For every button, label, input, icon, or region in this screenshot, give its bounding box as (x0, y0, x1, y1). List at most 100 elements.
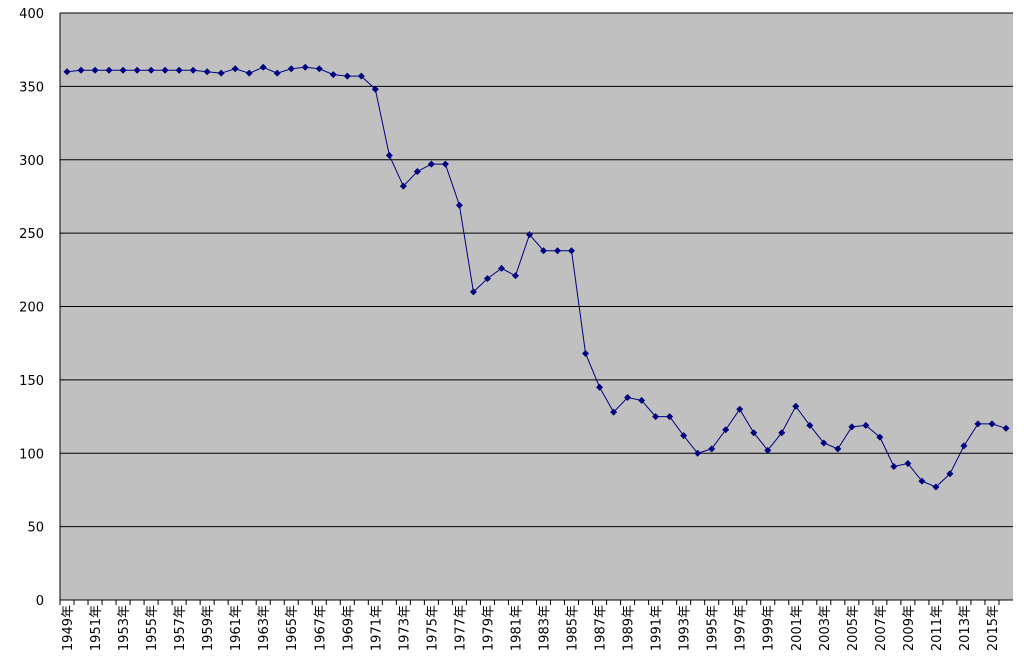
data-point (890, 462, 898, 470)
x-tick-label: 1993年 (678, 605, 693, 651)
data-point (357, 72, 365, 80)
x-tick-label: 1971年 (369, 605, 384, 651)
x-tick-label: 2003年 (818, 605, 833, 651)
data-point (694, 449, 702, 457)
data-point (988, 420, 996, 428)
x-tick-label: 2007年 (874, 605, 889, 651)
data-point (119, 66, 127, 74)
x-tick-label: 1967年 (313, 605, 328, 651)
data-point (666, 413, 674, 421)
data-point (217, 69, 225, 77)
data-point (750, 429, 758, 437)
data-point (792, 402, 800, 410)
data-point (427, 160, 435, 168)
data-point (540, 247, 548, 255)
x-tick-label: 1983年 (538, 605, 553, 651)
data-point (511, 272, 519, 280)
x-tick-label: 1951年 (89, 605, 104, 651)
x-tick-label: 1975年 (425, 605, 440, 651)
x-tick-label: 1955年 (145, 605, 160, 651)
data-point (736, 405, 744, 413)
data-point (189, 66, 197, 74)
data-point (960, 442, 968, 450)
data-point (708, 445, 716, 453)
data-point (638, 396, 646, 404)
x-tick-label: 1979年 (481, 605, 496, 651)
x-tick-label: 1961年 (229, 605, 244, 651)
data-point (175, 66, 183, 74)
data-point (287, 65, 295, 73)
y-tick-label: 200 (19, 301, 44, 316)
data-point (525, 231, 533, 239)
x-tick-label: 2005年 (846, 605, 861, 651)
data-point (469, 288, 477, 296)
data-point (834, 445, 842, 453)
data-point (918, 477, 926, 485)
data-point (946, 470, 954, 478)
x-tick-label: 2013年 (958, 605, 973, 651)
data-point (904, 460, 912, 468)
x-tick-label: 1973年 (397, 605, 412, 651)
data-point (77, 66, 85, 74)
data-point (568, 247, 576, 255)
data-point (203, 68, 211, 76)
data-point (554, 247, 562, 255)
data-point (722, 426, 730, 434)
data-point (63, 68, 71, 76)
y-tick-label: 50 (27, 521, 44, 536)
data-point (582, 349, 590, 357)
data-point (876, 433, 884, 441)
data-point (862, 421, 870, 429)
data-point (273, 69, 281, 77)
data-point (974, 420, 982, 428)
y-tick-label: 300 (19, 154, 44, 169)
y-tick-label: 0 (36, 594, 44, 609)
x-tick-label: 2015年 (986, 605, 1001, 651)
data-point (231, 65, 239, 73)
y-tick-label: 350 (19, 80, 44, 95)
data-point (764, 446, 772, 454)
data-point (105, 66, 113, 74)
data-point (624, 393, 632, 401)
data-point (483, 275, 491, 283)
data-point (441, 160, 449, 168)
x-tick-label: 1959年 (201, 605, 216, 651)
data-point (399, 182, 407, 190)
data-point (413, 167, 421, 175)
x-tick-label: 1997年 (734, 605, 749, 651)
x-tick-label: 1981年 (509, 605, 524, 651)
x-tick-label: 2001年 (790, 605, 805, 651)
data-point (133, 66, 141, 74)
data-point (848, 423, 856, 431)
data-point (497, 264, 505, 272)
x-tick-label: 1957年 (173, 605, 188, 651)
x-tick-label: 1989年 (622, 605, 637, 651)
data-point (91, 66, 99, 74)
data-point (343, 72, 351, 80)
data-point (778, 429, 786, 437)
x-tick-label: 2011年 (930, 605, 945, 651)
data-point (147, 66, 155, 74)
data-point (596, 383, 604, 391)
x-tick-label: 1963年 (257, 605, 272, 651)
data-point (315, 65, 323, 73)
x-tick-label: 1987年 (594, 605, 609, 651)
y-tick-label: 250 (19, 227, 44, 242)
data-point (1002, 424, 1010, 432)
x-tick-label: 2009年 (902, 605, 917, 651)
data-point (680, 432, 688, 440)
y-tick-label: 100 (19, 447, 44, 462)
data-point (652, 413, 660, 421)
x-tick-label: 1999年 (762, 605, 777, 651)
x-tick-label: 1995年 (706, 605, 721, 651)
data-point (455, 201, 463, 209)
x-tick-label: 1969年 (341, 605, 356, 651)
data-point (259, 63, 267, 71)
x-tick-label: 1977年 (453, 605, 468, 651)
x-tick-label: 1953年 (117, 605, 132, 651)
data-point (301, 63, 309, 71)
data-point (385, 151, 393, 159)
data-point (329, 71, 337, 79)
data-point (371, 85, 379, 93)
